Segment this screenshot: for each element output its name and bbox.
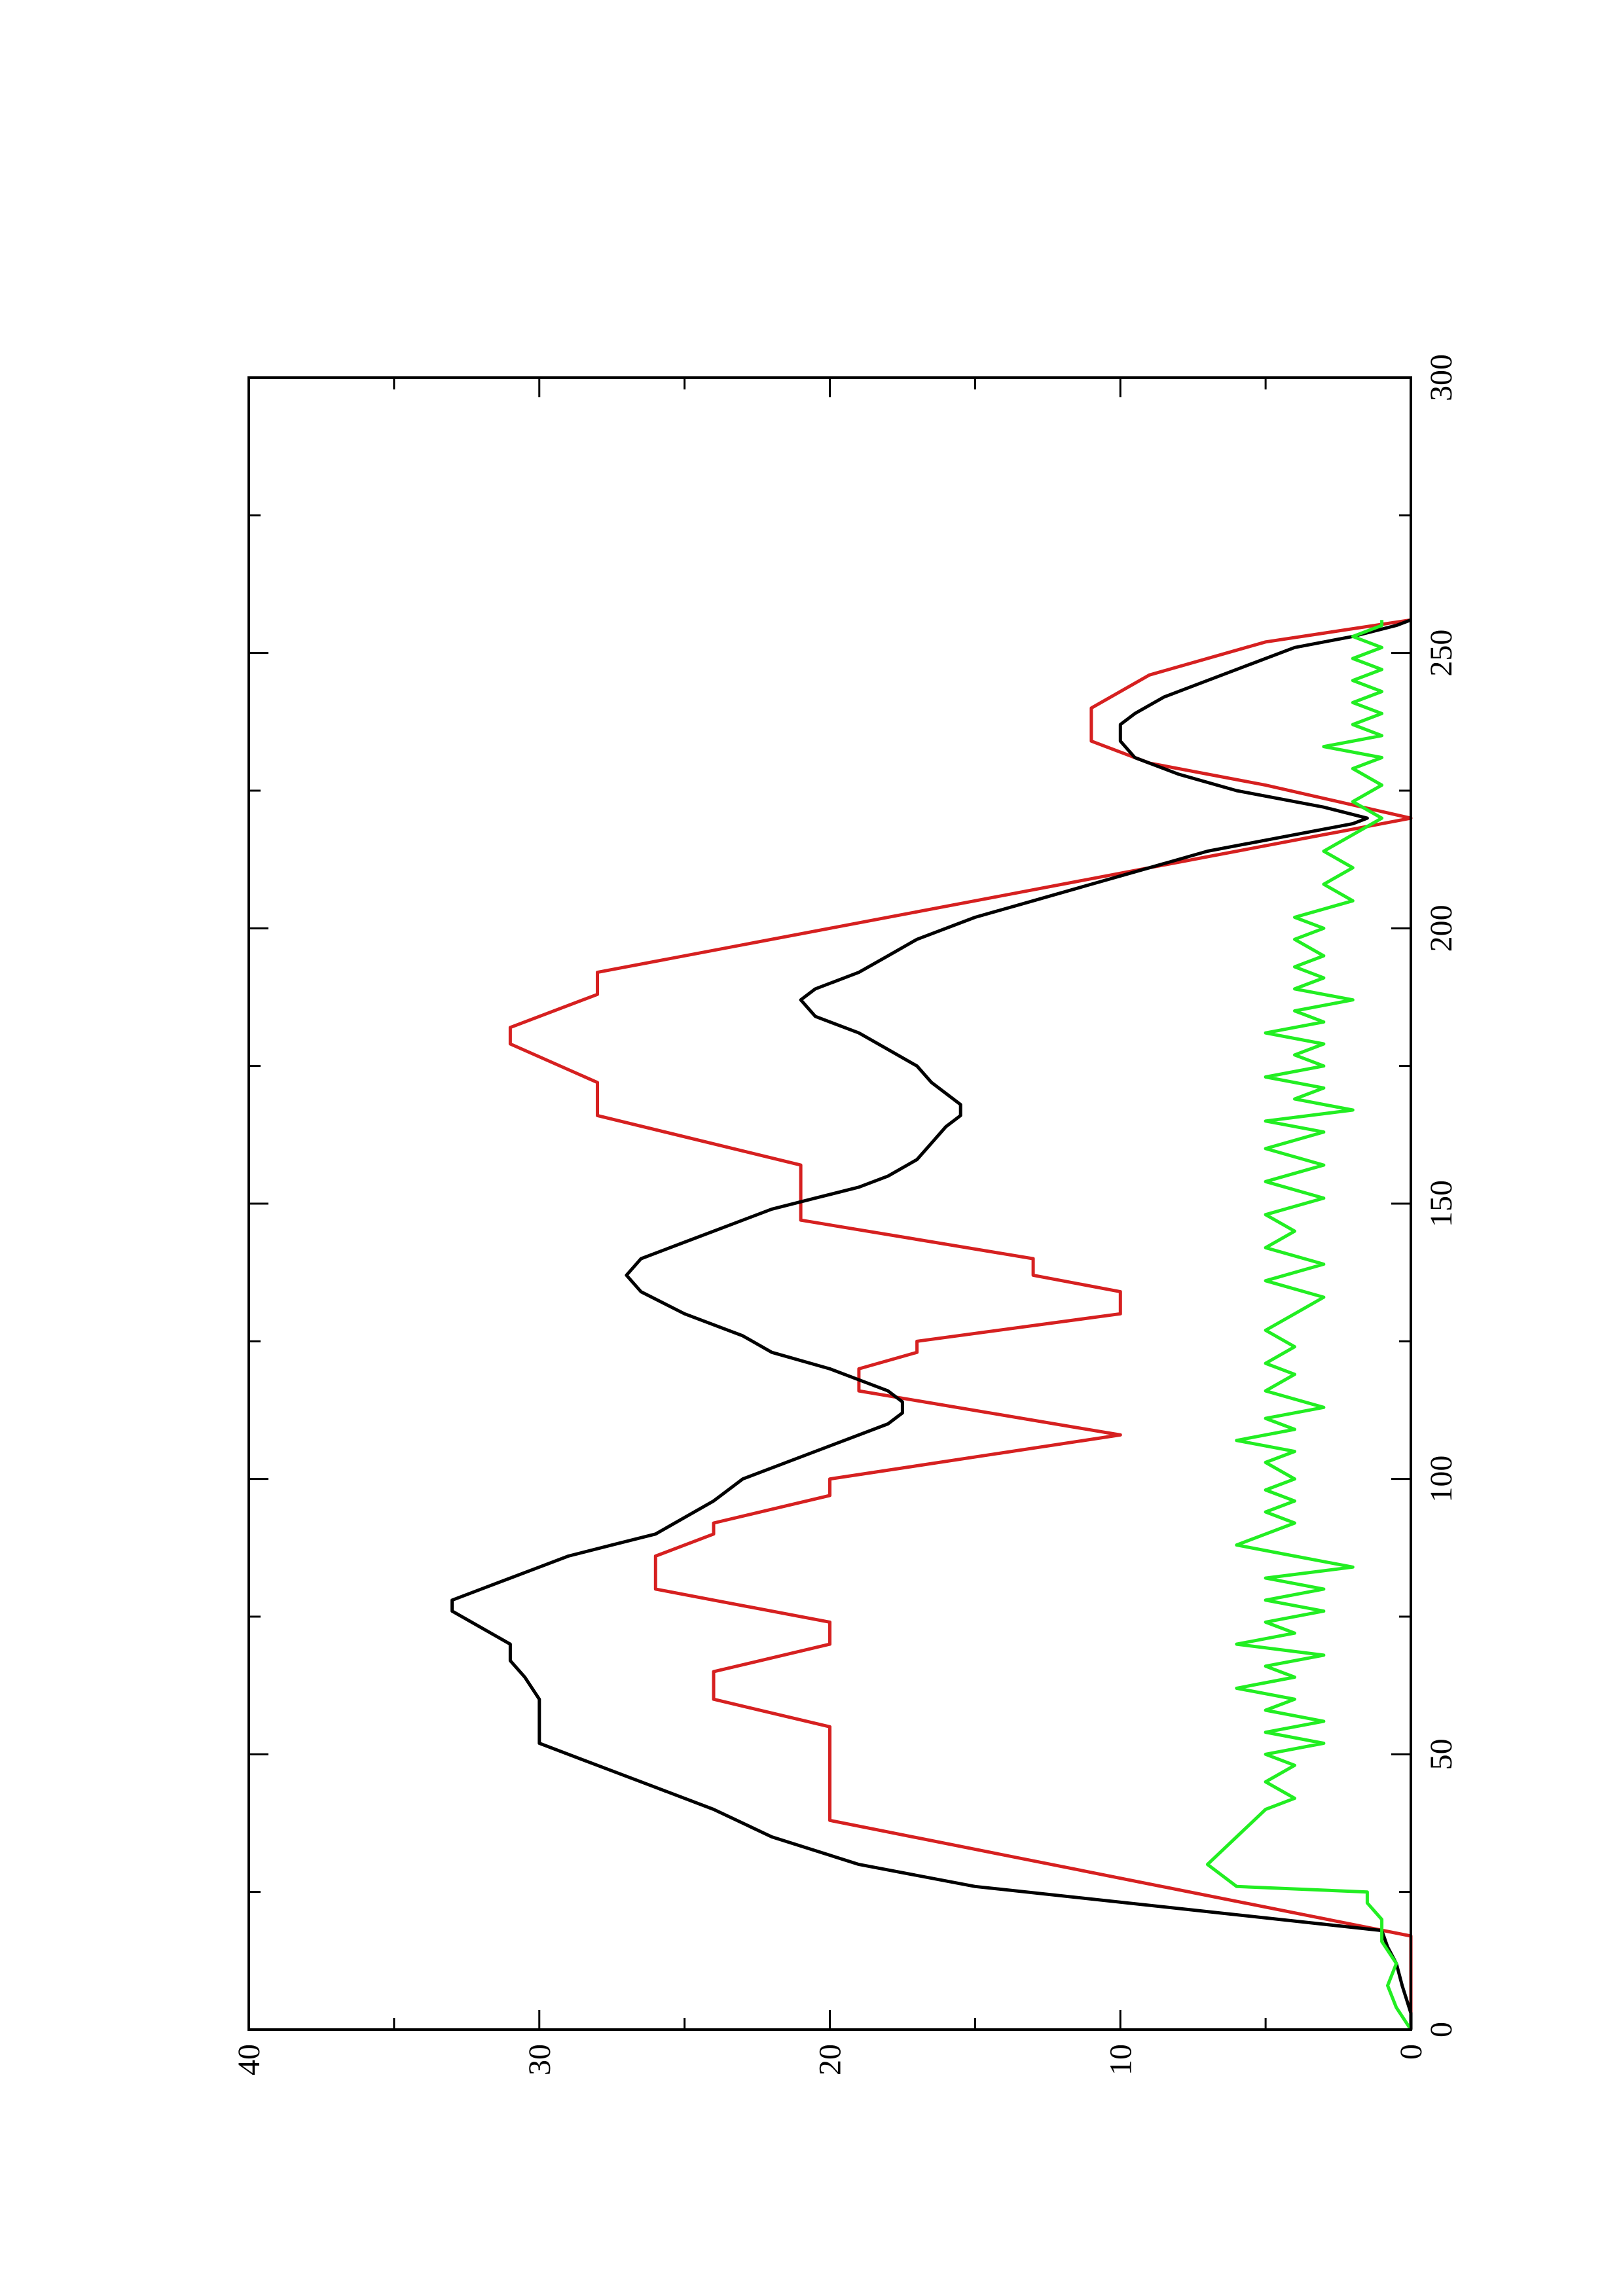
plot-frame	[247, 376, 1412, 2031]
y-tick-label: 40	[232, 2044, 266, 2075]
y-tick-label: 0	[1394, 2044, 1429, 2060]
x-tick-label: 50	[1424, 1738, 1459, 1770]
x-tick-label: 0	[1424, 2022, 1459, 2037]
x-tick-label: 200	[1424, 905, 1459, 952]
series-line-1	[508, 618, 1413, 2030]
series-layer	[450, 618, 1413, 2031]
series-line-2	[450, 618, 1413, 2030]
series-line-3	[1205, 620, 1413, 2031]
y-tick-label: 20	[813, 2044, 848, 2075]
y-tick-label: 30	[522, 2044, 557, 2075]
x-tick-label: 100	[1424, 1456, 1459, 1503]
tick-labels: 0 50 100 150 200 250 300 0 10 20 30 40	[232, 354, 1459, 2075]
x-tick-label: 300	[1424, 354, 1459, 401]
x-tick-label: 150	[1424, 1180, 1459, 1227]
y-tick-label: 10	[1103, 2044, 1138, 2075]
x-tick-label: 250	[1424, 630, 1459, 677]
